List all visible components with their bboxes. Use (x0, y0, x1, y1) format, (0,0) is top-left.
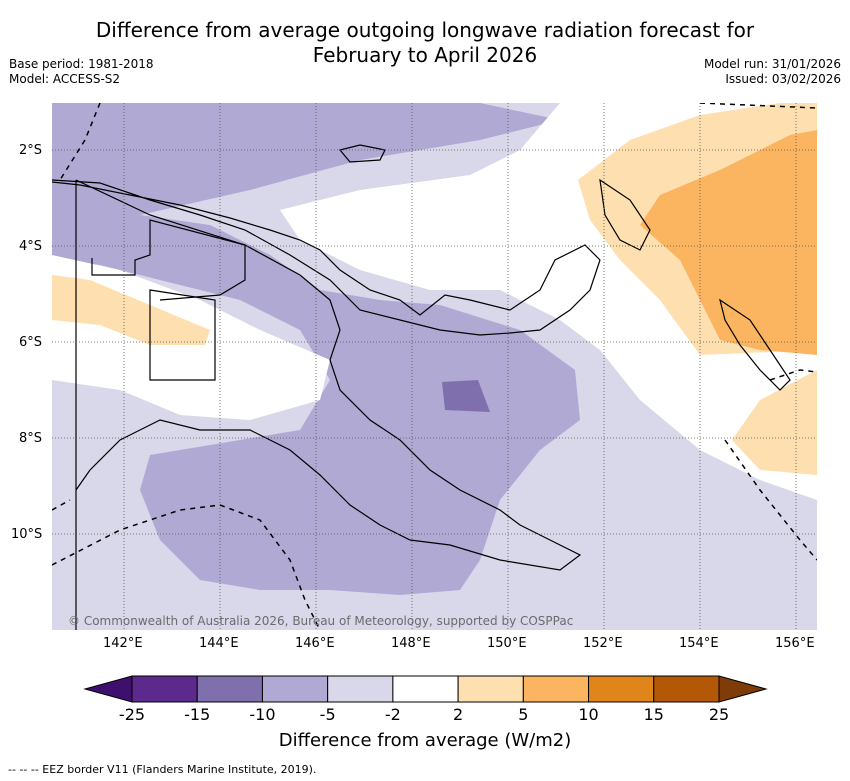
eez-northwest (59, 103, 101, 181)
title-line-2: February to April 2026 (312, 43, 538, 67)
district-boundary (91, 219, 246, 301)
colorbar-box (131, 675, 198, 703)
colorbar-box (522, 675, 590, 703)
colorbar-tick-label: 25 (708, 705, 730, 724)
colorbar-box (327, 675, 394, 703)
shade-neg5-north (52, 103, 560, 220)
model-name: Model: ACCESS-S2 (9, 72, 121, 86)
bougainville (719, 298, 791, 391)
colorbar-tick-label: 5 (518, 705, 529, 724)
colorbar-tick-label: -5 (319, 705, 336, 724)
colorbar-tick-label: -25 (118, 705, 146, 724)
eez-borders (52, 103, 817, 630)
copyright-notice: © Commonwealth of Australia 2026, Bureau… (68, 614, 574, 628)
lat-tick-6s: 6°S (19, 335, 43, 350)
lon-tick-146: 146°E (295, 636, 335, 651)
eez-footnote: -- -- -- EEZ border V11 (Flanders Marine… (8, 763, 317, 776)
png-mainland (75, 179, 582, 571)
colorbar-tick-label: 2 (453, 705, 464, 724)
colorbar-arrow-min (83, 675, 133, 703)
lat-tick-4s: 4°S (19, 239, 43, 254)
colorbar-tick-label: 10 (578, 705, 599, 724)
title-line-1: Difference from average outgoing longwav… (95, 18, 755, 42)
shade-neg5-central (52, 215, 580, 595)
colorbar-tick-label: 15 (643, 705, 664, 724)
lon-tick-152: 152°E (583, 636, 623, 651)
meta-left: Base period: 1981-2018 Model: ACCESS-S2 (9, 57, 154, 87)
model-run: Model run: 31/01/2026 (703, 57, 841, 71)
lon-tick-148: 148°E (391, 636, 431, 651)
eez-southeast (724, 439, 817, 561)
lon-tick-150: 150°E (487, 636, 527, 651)
colorbar-tick-label: -10 (249, 705, 276, 724)
colorbar-boxes (131, 675, 720, 703)
map-area (52, 103, 817, 630)
new-ireland (599, 178, 651, 251)
manus-island (338, 144, 386, 163)
eez-east (769, 369, 817, 381)
colorbar-arrow-max (718, 675, 768, 703)
lat-tick-8s: 8°S (19, 431, 43, 446)
meta-right: Model run: 31/01/2026 Issued: 03/02/2026 (704, 57, 841, 87)
colorbar-title: Difference from average (W/m2) (278, 730, 572, 751)
new-britain-north-coast (52, 179, 601, 336)
issued-date: Issued: 03/02/2026 (725, 72, 841, 86)
lon-tick-142: 142°E (103, 636, 143, 651)
chart-title: Difference from average outgoing longwav… (0, 18, 850, 68)
shade-pos5-east (640, 130, 817, 355)
lat-tick-2s: 2°S (19, 143, 43, 158)
lat-tick-10s: 10°S (11, 527, 43, 542)
colorbar-box (457, 675, 524, 703)
base-period: Base period: 1981-2018 (9, 57, 154, 71)
colorbar-tick-label: -15 (184, 705, 211, 724)
shade-pos2-west (52, 275, 210, 345)
colorbar (83, 675, 768, 703)
eez-southwest (52, 504, 321, 630)
lon-tick-156: 156°E (775, 636, 815, 651)
colorbar-box (261, 675, 329, 703)
coastlines (52, 144, 791, 630)
shade-neg10-core (442, 380, 490, 412)
eez-west-stub (52, 499, 71, 511)
colorbar-tick-label: -2 (384, 705, 401, 724)
colorbar-box (653, 675, 720, 703)
colorbar-box (588, 675, 655, 703)
colorbar-box (196, 675, 263, 703)
colorbar-box (392, 675, 459, 703)
lon-tick-154: 154°E (679, 636, 719, 651)
lon-tick-144: 144°E (199, 636, 239, 651)
graticule (52, 103, 817, 630)
